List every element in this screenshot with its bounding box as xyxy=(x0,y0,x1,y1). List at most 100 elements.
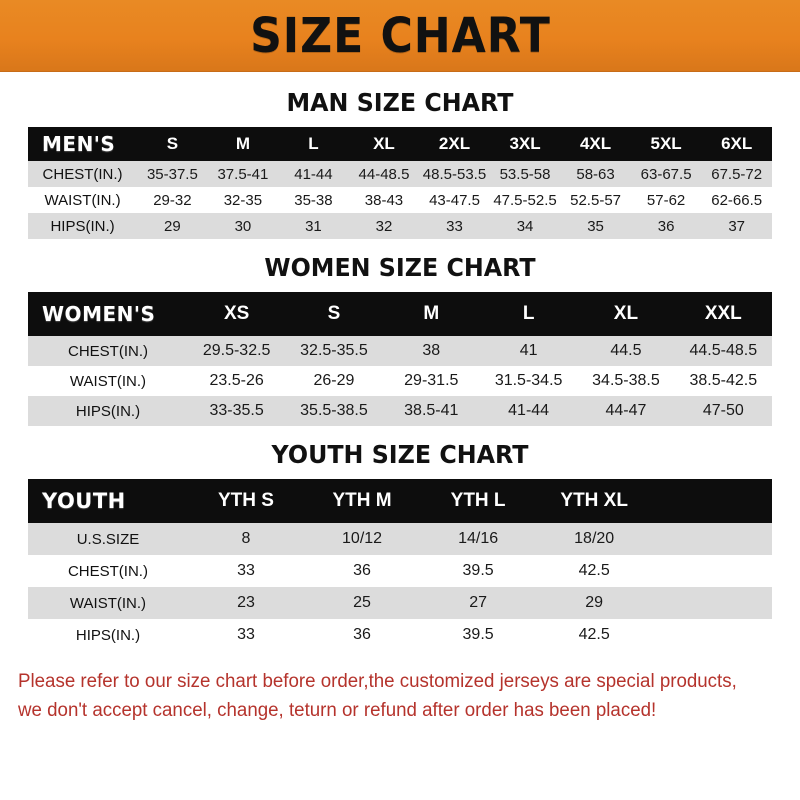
women-table-row: CHEST(IN.) 29.5-32.5 32.5-35.5 38 41 44.5 44.5… xyxy=(28,336,772,366)
man-cell-2-8: 37 xyxy=(728,217,746,235)
man-cell-0-8: 67.5-72 xyxy=(711,165,763,183)
women-cell-2-4: 44-47 xyxy=(605,402,647,419)
man-table-row: HIPS(IN.) 29 30 31 32 33 34 35 36 37 xyxy=(28,213,772,239)
man-chart-wrapper: MEN'S S M L XL 2XL 3XL 4XL 5XL 6XL CHEST(IN.) 35-… xyxy=(28,127,772,239)
man-column-header-2: L xyxy=(308,134,319,153)
youth-table-head: YOUTH YTH S YTH M YTH L YTH XL xyxy=(28,479,772,523)
man-cell-1-4: 43-47.5 xyxy=(429,191,480,209)
youth-size-table: YOUTH YTH S YTH M YTH L YTH XL U.S.SIZE 8 10/… xyxy=(28,479,772,651)
man-row-label-1: WAIST(IN.) xyxy=(44,191,121,209)
women-cell-0-0: 29.5-32.5 xyxy=(202,342,271,359)
man-section-title: MAN SIZE CHART xyxy=(286,88,514,117)
youth-column-header-2: YTH L xyxy=(450,490,506,511)
man-cell-1-6: 52.5-57 xyxy=(570,191,621,209)
youth-cell-0-0: 8 xyxy=(241,530,251,547)
man-cell-1-7: 57-62 xyxy=(646,191,686,209)
youth-cell-1-1: 36 xyxy=(353,562,371,579)
youth-header-row: YOUTH YTH S YTH M YTH L YTH XL xyxy=(28,479,772,523)
youth-cell-0-2: 14/16 xyxy=(458,530,499,547)
women-cell-1-4: 34.5-38.5 xyxy=(592,372,660,389)
youth-chart-wrapper: YOUTH YTH S YTH M YTH L YTH XL U.S.SIZE 8 10/… xyxy=(28,479,772,651)
youth-cell-3-0: 33 xyxy=(237,626,255,643)
man-cell-2-3: 32 xyxy=(375,217,393,235)
youth-cell-2-2: 27 xyxy=(469,594,487,611)
youth-table-row: CHEST(IN.) 33 36 39.5 42.5 xyxy=(28,555,772,587)
youth-section-title: YOUTH SIZE CHART xyxy=(271,440,529,469)
man-table-head: MEN'S S M L XL 2XL 3XL 4XL 5XL 6XL xyxy=(28,127,772,161)
order-policy-note-line-1: Please refer to our size chart before or… xyxy=(18,671,737,692)
man-column-header-3: XL xyxy=(373,134,395,153)
women-cell-1-1: 26-29 xyxy=(313,372,355,389)
man-column-header-0: S xyxy=(166,134,179,153)
youth-column-header-0: YTH S xyxy=(218,490,274,511)
women-column-header-4: XL xyxy=(613,303,639,324)
women-column-header-3: L xyxy=(522,303,535,324)
man-cell-2-1: 30 xyxy=(234,217,252,235)
youth-cell-0-1: 10/12 xyxy=(342,530,383,547)
man-cell-1-1: 32-35 xyxy=(223,191,263,209)
man-header-row: MEN'S S M L XL 2XL 3XL 4XL 5XL 6XL xyxy=(28,127,772,161)
youth-cell-0-3: 18/20 xyxy=(574,530,615,547)
youth-cell-spacer xyxy=(652,523,772,555)
women-cell-0-1: 32.5-35.5 xyxy=(300,342,368,359)
man-cell-1-2: 35-38 xyxy=(294,191,333,209)
women-table-head: WOMEN'S XS S M L XL XXL xyxy=(28,292,772,336)
women-column-header-1: S xyxy=(327,303,341,324)
women-cell-0-4: 44.5 xyxy=(610,342,642,359)
man-cell-0-0: 35-37.5 xyxy=(146,165,198,183)
women-cell-2-2: 38.5-41 xyxy=(404,402,459,419)
women-cell-0-5: 44.5-48.5 xyxy=(689,342,758,359)
page-title: SIZE CHART xyxy=(249,7,551,64)
youth-table-row: U.S.SIZE 8 10/12 14/16 18/20 xyxy=(28,523,772,555)
women-column-header-2: M xyxy=(423,303,440,324)
youth-cell-1-0: 33 xyxy=(237,562,255,579)
youth-header-spacer xyxy=(652,479,772,523)
man-column-header-6: 4XL xyxy=(579,134,612,153)
women-size-table: WOMEN'S XS S M L XL XXL CHEST(IN.) 29.5-32.5 32… xyxy=(28,292,772,426)
youth-row-label-3: HIPS(IN.) xyxy=(75,626,141,644)
youth-cell-spacer xyxy=(652,619,772,651)
man-column-header-8: 6XL xyxy=(721,134,753,153)
man-row-label-0: CHEST(IN.) xyxy=(42,165,123,183)
women-row-label-1: WAIST(IN.) xyxy=(69,372,147,390)
women-cell-0-2: 38 xyxy=(422,342,441,359)
man-column-header-1: M xyxy=(235,134,250,153)
youth-corner-label: YOUTH xyxy=(42,489,126,513)
man-corner-label: MEN'S xyxy=(42,132,116,156)
youth-row-label-2: WAIST(IN.) xyxy=(69,594,147,612)
man-cell-2-7: 36 xyxy=(657,217,675,235)
youth-cell-1-2: 39.5 xyxy=(462,562,494,579)
youth-table-row: HIPS(IN.) 33 36 39.5 42.5 xyxy=(28,619,772,651)
youth-cell-3-1: 36 xyxy=(353,626,371,643)
man-cell-1-0: 29-32 xyxy=(153,191,192,209)
women-cell-2-0: 33-35.5 xyxy=(209,402,264,419)
man-cell-1-5: 47.5-52.5 xyxy=(493,191,557,209)
order-policy-note-line-2: we don't accept cancel, change, teturn o… xyxy=(18,700,657,722)
women-cell-1-0: 23.5-26 xyxy=(209,372,264,389)
man-cell-0-4: 48.5-53.5 xyxy=(422,165,487,183)
man-column-header-5: 3XL xyxy=(509,134,541,153)
women-cell-2-5: 47-50 xyxy=(702,402,744,419)
man-cell-2-4: 33 xyxy=(446,217,463,235)
order-policy-note: Please refer to our size chart before or… xyxy=(18,667,782,726)
youth-row-label-1: CHEST(IN.) xyxy=(67,562,148,580)
man-cell-1-8: 62-66.5 xyxy=(711,191,763,209)
man-table-row: CHEST(IN.) 35-37.5 37.5-41 41-44 44-48.5 48.5… xyxy=(28,161,772,187)
man-size-table: MEN'S S M L XL 2XL 3XL 4XL 5XL 6XL CHEST(IN.) 35-… xyxy=(28,127,772,239)
women-column-header-0: XS xyxy=(223,303,250,324)
youth-table-row: WAIST(IN.) 23 25 27 29 xyxy=(28,587,772,619)
youth-column-header-1: YTH M xyxy=(332,490,392,511)
man-cell-2-2: 31 xyxy=(305,217,322,235)
youth-cell-3-2: 39.5 xyxy=(462,626,494,643)
page-banner: SIZE CHART xyxy=(0,0,800,72)
youth-cell-spacer xyxy=(652,555,772,587)
man-cell-2-0: 29 xyxy=(164,217,181,235)
man-cell-0-2: 41-44 xyxy=(294,165,333,183)
man-cell-0-7: 63-67.5 xyxy=(640,165,692,183)
women-cell-1-5: 38.5-42.5 xyxy=(689,372,758,389)
women-table-row: HIPS(IN.) 33-35.5 35.5-38.5 38.5-41 41-44 44-… xyxy=(28,396,772,426)
youth-row-label-0: U.S.SIZE xyxy=(76,530,140,548)
women-chart-wrapper: WOMEN'S XS S M L XL XXL CHEST(IN.) 29.5-32.5 32… xyxy=(28,292,772,426)
women-cell-2-3: 41-44 xyxy=(508,402,550,419)
women-table-row: WAIST(IN.) 23.5-26 26-29 29-31.5 31.5-34.5 34… xyxy=(28,366,772,396)
